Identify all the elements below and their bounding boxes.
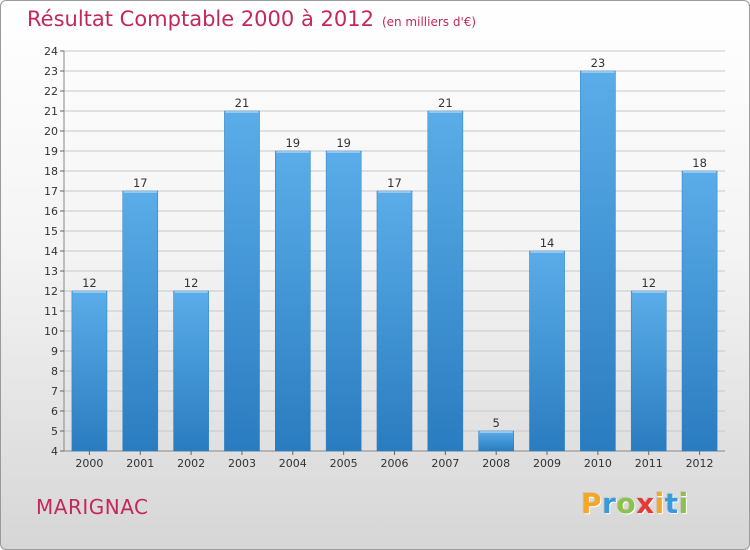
data-label: 17 (133, 176, 148, 190)
logo-letter: P (581, 487, 603, 520)
bars (71, 70, 718, 452)
y-tick-label: 21 (44, 105, 58, 118)
bar (224, 110, 260, 452)
bar (478, 430, 514, 452)
bar (71, 290, 108, 452)
data-label: 14 (540, 236, 555, 250)
bar (427, 110, 464, 452)
logo-letter: x (636, 487, 655, 520)
y-tick-label: 7 (51, 385, 58, 398)
bar (529, 250, 565, 452)
x-tick-label: 2002 (177, 457, 205, 470)
x-tick-label: 2005 (330, 457, 358, 470)
data-label: 19 (285, 136, 300, 150)
y-tick-label: 8 (51, 365, 58, 378)
x-tick-label: 2011 (635, 457, 663, 470)
y-tick-label: 12 (44, 285, 58, 298)
logo-letter: i (654, 487, 665, 520)
y-tick-label: 6 (51, 405, 58, 418)
logo-letter: o (616, 487, 637, 520)
data-label: 19 (336, 136, 351, 150)
x-tick-label: 2008 (482, 457, 510, 470)
data-label: 18 (692, 156, 707, 170)
chart-subtitle: (en milliers d'€) (381, 15, 477, 29)
bar (122, 190, 159, 452)
data-label: 12 (184, 276, 199, 290)
y-tick-label: 15 (44, 225, 58, 238)
y-tick-label: 16 (44, 205, 58, 218)
x-tick-label: 2012 (686, 457, 714, 470)
data-label: 17 (387, 176, 402, 190)
bar (681, 170, 718, 452)
y-tick-label: 5 (51, 425, 58, 438)
y-tick-label: 19 (44, 145, 58, 158)
bar (173, 290, 209, 452)
y-tick-label: 17 (44, 185, 58, 198)
y-tick-label: 18 (44, 165, 58, 178)
proxiti-logo[interactable]: Proxiti (581, 487, 689, 520)
logo-letter: r (602, 487, 617, 520)
city-name: MARIGNAC (36, 495, 149, 519)
bar (630, 290, 667, 452)
y-tick-label: 4 (51, 445, 58, 458)
y-tick-label: 24 (44, 45, 58, 58)
chart-title-text: Résultat Comptable 2000 à 2012 (27, 7, 374, 31)
x-tick-label: 2003 (228, 457, 256, 470)
x-tick-label: 2000 (75, 457, 103, 470)
data-label: 21 (235, 96, 250, 110)
data-labels: 12 17 12 21 19 19 17 21 5 14 23 12 18 (82, 56, 707, 430)
x-tick-label: 2010 (584, 457, 612, 470)
bar (275, 150, 311, 452)
data-label: 21 (438, 96, 453, 110)
x-tick-label: 2009 (533, 457, 561, 470)
data-label: 12 (641, 276, 656, 290)
y-tick-label: 14 (44, 245, 58, 258)
data-label: 5 (493, 416, 500, 430)
y-tick-label: 20 (44, 125, 58, 138)
y-tick-label: 11 (44, 305, 58, 318)
y-tick-label: 23 (44, 65, 58, 78)
bar (325, 150, 362, 452)
logo-letter: t (664, 487, 679, 520)
x-tick-label: 2001 (126, 457, 154, 470)
x-tick-label: 2006 (381, 457, 409, 470)
chart-title: Résultat Comptable 2000 à 2012 (en millie… (27, 7, 476, 31)
data-label: 12 (82, 276, 97, 290)
x-axis-ticks: 2000 2001 2002 2003 2004 2005 2006 2007 2008 2009… (75, 451, 714, 470)
logo-letter: i (678, 487, 689, 520)
y-axis-ticks: 4 5 6 7 8 9 10 11 12 13 14 15 16 17 18 19 20 21 22 23 24 (44, 45, 64, 458)
y-tick-label: 10 (44, 325, 58, 338)
bar (376, 190, 413, 452)
y-tick-label: 22 (44, 85, 58, 98)
y-tick-label: 13 (44, 265, 58, 278)
data-label: 23 (591, 56, 606, 70)
x-tick-label: 2007 (431, 457, 459, 470)
bar (580, 70, 616, 452)
x-tick-label: 2004 (279, 457, 307, 470)
y-tick-label: 9 (51, 345, 58, 358)
